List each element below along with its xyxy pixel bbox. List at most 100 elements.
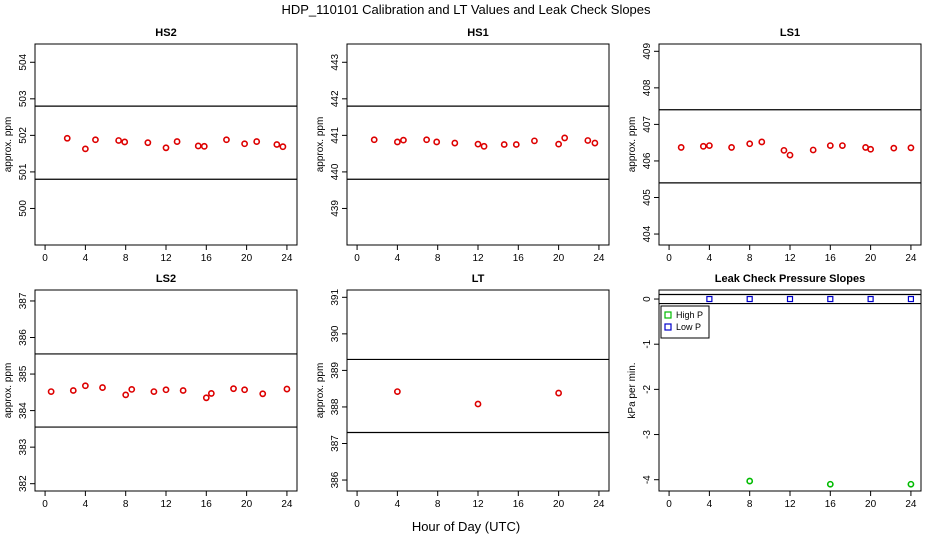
data-point-series [81, 145, 89, 153]
y-tick-label: 405 [642, 189, 653, 206]
data-point-series [47, 388, 55, 395]
x-tick-label: 0 [354, 253, 360, 264]
x-tick-label: 20 [241, 499, 253, 510]
data-point-series [433, 138, 441, 146]
data-point-series [162, 386, 170, 394]
data-point-series [162, 144, 170, 152]
y-tick-label: 388 [330, 398, 341, 415]
x-axis-title: Hour of Day (UTC) [412, 519, 520, 534]
data-point-series [279, 143, 287, 151]
data-point-low-p [746, 295, 753, 303]
plot-frame [346, 289, 610, 492]
y-tick-label: 439 [330, 200, 341, 217]
y-tick-label: 386 [18, 329, 29, 346]
x-tick-label: 16 [825, 253, 837, 264]
x-tick-label: 24 [905, 253, 917, 264]
plot-frame [658, 43, 922, 246]
x-tick-label: 0 [42, 499, 48, 510]
x-tick-label: 16 [201, 499, 213, 510]
y-tick-label: 503 [18, 90, 29, 107]
panel-leak-check-pressure-slopes: Leak Check Pressure Slopes 0 4 8 12 16 20 24 0 -1… [627, 273, 922, 510]
plot-frame [346, 43, 610, 246]
chart-main-title: HDP_110101 Calibration and LT Values and… [281, 2, 651, 17]
legend-marker [664, 311, 672, 319]
y-tick-label: 390 [330, 325, 341, 342]
x-tick-label: 8 [435, 499, 441, 510]
x-tick-label: 12 [784, 499, 796, 510]
y-tick-label: 391 [330, 289, 341, 306]
data-point-series [223, 136, 230, 144]
data-point-series [907, 144, 915, 152]
y-tick-label: 441 [330, 127, 341, 144]
data-point-series [758, 138, 766, 146]
y-tick-label: 407 [642, 116, 653, 133]
y-axis-title: approx. ppm [315, 363, 326, 419]
legend-label: Low P [676, 322, 701, 332]
data-point-series [393, 388, 401, 395]
data-point-high-p [746, 477, 754, 485]
y-tick-label: 385 [18, 365, 29, 382]
data-point-low-p [786, 295, 794, 303]
y-tick-label: 389 [330, 362, 341, 379]
panel-title: LS2 [156, 273, 176, 285]
x-tick-label: 4 [83, 499, 89, 510]
panel-title: LS1 [780, 27, 800, 39]
x-tick-label: 20 [865, 253, 877, 264]
data-point-series [890, 144, 898, 152]
data-point-high-p [826, 480, 834, 488]
data-point-series [512, 141, 520, 148]
y-axis-title: approx. ppm [3, 117, 14, 173]
data-point-series [728, 144, 735, 151]
data-point-series [194, 142, 202, 150]
data-point-series [839, 142, 846, 149]
panel-title: HS2 [155, 27, 176, 39]
data-point-series [474, 400, 482, 408]
data-point-series [150, 388, 158, 395]
data-point-series [179, 387, 187, 394]
y-tick-label: -1 [642, 339, 653, 348]
data-point-series [867, 145, 875, 153]
data-point-series [531, 137, 538, 145]
data-point-series [259, 390, 267, 398]
x-tick-label: 8 [435, 253, 441, 264]
legend-marker [664, 323, 672, 331]
x-tick-label: 8 [123, 499, 129, 510]
y-tick-label: 386 [330, 471, 341, 488]
data-point-series [115, 137, 123, 144]
x-tick-label: 0 [666, 253, 672, 264]
panel-title: Leak Check Pressure Slopes [715, 273, 865, 285]
panel-grid: HS2 0 4 8 12 16 20 24 500 501 502 503 504 approx. ppm… [3, 27, 922, 510]
y-axis-title: kPa per min. [627, 362, 638, 418]
data-point-series [746, 140, 754, 148]
data-point-series [809, 146, 817, 154]
y-tick-label: 387 [330, 435, 341, 452]
x-tick-label: 16 [825, 499, 837, 510]
y-tick-label: 409 [642, 43, 653, 60]
y-tick-label: 406 [642, 152, 653, 169]
data-point-series [207, 390, 215, 397]
x-tick-label: 16 [513, 499, 525, 510]
y-tick-label: -3 [642, 430, 653, 439]
x-tick-label: 0 [42, 253, 48, 264]
plot-frame [34, 289, 298, 492]
y-tick-label: 408 [642, 79, 653, 96]
x-tick-label: 12 [160, 253, 172, 264]
data-point-series [584, 137, 592, 144]
y-tick-label: 442 [330, 90, 341, 107]
x-tick-label: 4 [395, 499, 401, 510]
data-point-series [555, 140, 563, 148]
legend-label: High P [676, 310, 703, 320]
data-point-series [144, 139, 152, 147]
y-tick-label: 384 [18, 402, 29, 419]
data-point-low-p [706, 295, 713, 303]
data-point-series [699, 142, 707, 150]
y-tick-label: 443 [330, 53, 341, 70]
data-point-series [69, 387, 77, 394]
x-tick-label: 4 [707, 499, 713, 510]
data-point-series [591, 139, 599, 147]
x-tick-label: 20 [865, 499, 877, 510]
y-tick-label: 404 [642, 225, 653, 242]
data-point-low-p [867, 295, 874, 303]
data-point-series [393, 138, 401, 146]
